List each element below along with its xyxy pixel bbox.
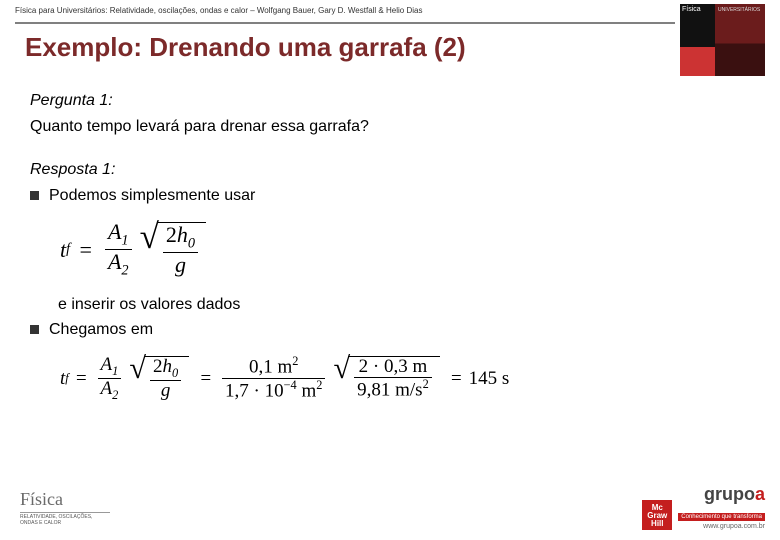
equation-2: tf = A1 A2 √ 2h0 g = 0,1 m2 1,7 · 10−4 m… (60, 355, 670, 403)
grupoa-logo: grupoa Conhecimento que transforma www.g… (678, 484, 765, 530)
book-spine: Física (680, 4, 715, 76)
answer-label: Resposta 1: (30, 161, 115, 178)
mid-text: e inserir os valores dados (58, 294, 670, 316)
footer-subtitle: RELATIVIDADE, OSCILAÇÕES, ONDAS E CALOR (20, 512, 110, 526)
header-citation: Física para Universitários: Relatividade… (15, 6, 422, 15)
book-cover: UNIVERSITÁRIOS (715, 4, 765, 76)
slide-content: Pergunta 1: Quanto tempo levará para dre… (30, 90, 670, 403)
book-thumbnail: Física UNIVERSITÁRIOS (680, 4, 765, 76)
mcgraw-hill-logo: Mc Graw Hill (642, 500, 672, 530)
header-rule (15, 22, 675, 24)
bullet-2-text: Chegamos em (49, 319, 153, 341)
bullet-1: Podemos simplesmente usar (30, 185, 670, 207)
bullet-icon (30, 325, 39, 334)
footer-logo-text: Física (20, 489, 110, 510)
slide-title: Exemplo: Drenando uma garrafa (2) (25, 32, 466, 63)
bullet-2: Chegamos em (30, 319, 670, 341)
bullet-1-text: Podemos simplesmente usar (49, 185, 255, 207)
question-label: Pergunta 1: (30, 92, 113, 109)
footer-right: Mc Graw Hill grupoa Conhecimento que tra… (642, 484, 765, 530)
question-text: Quanto tempo levará para drenar essa gar… (30, 116, 670, 138)
bullet-icon (30, 191, 39, 200)
footer-left: Física RELATIVIDADE, OSCILAÇÕES, ONDAS E… (20, 489, 110, 526)
equation-1: tf = A1 A2 √ 2h0 g (60, 220, 670, 279)
